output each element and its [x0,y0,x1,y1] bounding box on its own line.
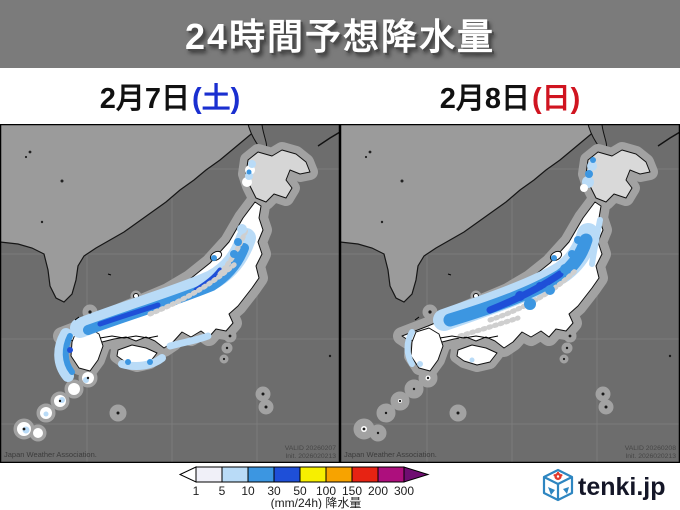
legend-seg-30 [273,466,301,483]
cube-left-mark [548,487,555,495]
legend-seg-10 [247,466,275,483]
legend-unit-label: (mm/24h) 降水量 [271,496,362,509]
coast-details [414,273,499,339]
legend-tick-1: 1 [193,484,200,498]
precip-feb7 [54,227,256,382]
legend-seg-100 [325,466,353,483]
legend-tick-200: 200 [368,484,388,498]
date-left: 2月7日 (土) [0,68,340,124]
coast-details [74,273,159,339]
date-right-weekday: (日) [531,83,581,115]
map-border [0,124,340,463]
date-header-row: 2月7日 (土) 2月8日 (日) [0,68,680,124]
precip-map-feb8: Japan Weather Association. VALID 2026020… [340,124,680,463]
small-islands [22,310,332,431]
kuril-coast [317,131,340,147]
precip-legend-colorbar: 1 5 10 30 50 100 150 200 300 (mm/24h) 降水… [178,466,430,509]
japan-islands [401,149,651,372]
small-islands [362,310,672,435]
legend-seg-150 [351,466,379,483]
sun-mark [553,471,563,481]
tenki-jp-brand: tenki.jp [542,468,674,504]
footer: 1 5 10 30 50 100 150 200 300 (mm/24h) 降水… [0,463,680,510]
legend-seg-200 [377,466,405,483]
map-right-credit: Japan Weather Association. [344,450,437,459]
tenki-cube-icon [542,468,574,502]
legend-tick-300: 300 [394,484,414,498]
title-banner: 24時間予想降水量 [0,0,680,68]
date-right-text: 2月8日 [439,83,530,115]
tenki-jp-logo-text: tenki.jp [578,473,666,501]
precip-feb8 [404,217,603,367]
legend-tick-50: 50 [293,484,307,498]
map-left-valid: VALID 20260207 [285,445,336,452]
page-title: 24時間予想降水量 [184,16,496,57]
legend-seg-1 [195,466,223,483]
date-left-text: 2月7日 [99,83,190,115]
date-left-weekday: (土) [191,83,241,115]
legend-tick-5: 5 [219,484,226,498]
precip-feb8-spots [361,157,597,432]
continent [0,124,263,303]
precip-map-feb8-image: Japan Weather Association. VALID 2026020… [340,124,680,463]
continent-lakes [24,150,64,224]
legend-tick-100: 100 [316,484,336,498]
date-right: 2月8日 (日) [340,68,680,124]
continent [340,124,603,303]
precip-map-feb7-image: Japan Weather Association. VALID 2026020… [0,124,340,463]
legend-tick-30: 30 [267,484,281,498]
kuril-coast [657,131,680,147]
legend-seg-5 [221,466,249,483]
tenki-jp-logo: tenki.jp [542,468,666,502]
legend-arrow-right [403,466,430,483]
legend-tick-150: 150 [342,484,362,498]
maps-row: Japan Weather Association. VALID 2026020… [0,124,680,463]
map-left-credit: Japan Weather Association. [4,450,97,459]
map-right-init: Init. 2026020213 [625,453,676,460]
legend-tick-10: 10 [241,484,255,498]
japan-islands [61,149,311,372]
legend-seg-50 [299,466,327,483]
cube-right-mark [563,487,569,494]
legend-arrow-left [178,466,197,483]
precip-map-feb7: Japan Weather Association. VALID 2026020… [0,124,340,463]
map-right-valid: VALID 20260208 [625,445,676,452]
map-left-init: Init. 2026020213 [285,453,336,460]
continent-lakes [364,150,404,224]
